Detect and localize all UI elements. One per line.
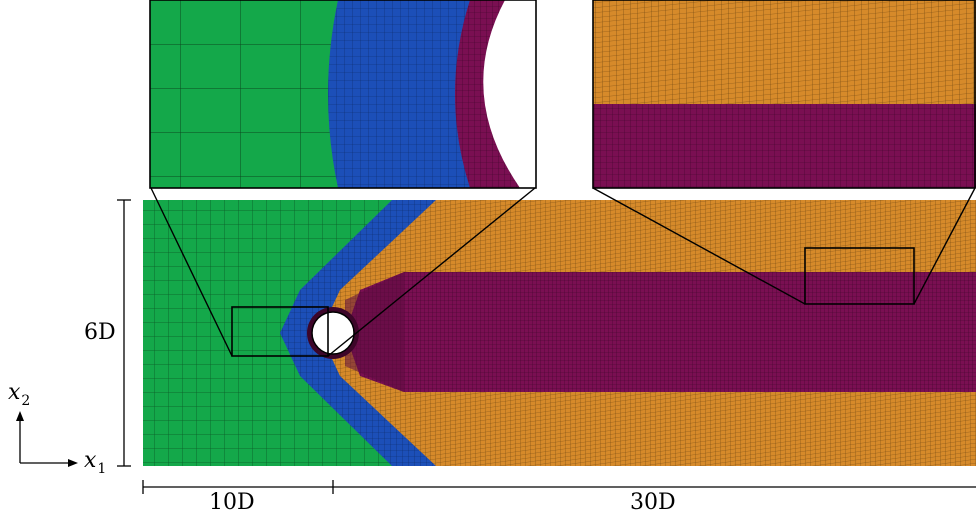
zoom-inset-wake (593, 0, 976, 188)
upstream-green-structured-zone (143, 200, 392, 466)
connector-line (592, 187, 806, 305)
axis-x1-label: x1 (84, 448, 107, 477)
zoom-inset-wake-frame (592, 0, 976, 189)
coordinate-axes (16, 411, 78, 467)
zoom-inset-cylinder-frame (149, 0, 537, 189)
connector-line (150, 187, 233, 357)
connector-line (327, 187, 536, 357)
length-dimension (142, 480, 976, 494)
computational-domain (143, 200, 976, 466)
zoom-inset-cylinder (150, 0, 536, 188)
height-dimension (117, 199, 131, 467)
downstream-length-label: 30D (630, 490, 676, 515)
zoom-window-cylinder (231, 306, 329, 357)
zoom-window-wake (804, 247, 915, 305)
height-label: 6D (84, 320, 116, 345)
connector-line (913, 187, 976, 305)
axis-x2-label: x2 (8, 380, 31, 409)
cylinder-body (311, 311, 355, 355)
wake-transition-zone (345, 272, 404, 392)
maroon-refined-wake-zone (345, 272, 976, 392)
upstream-length-label: 10D (209, 490, 255, 515)
